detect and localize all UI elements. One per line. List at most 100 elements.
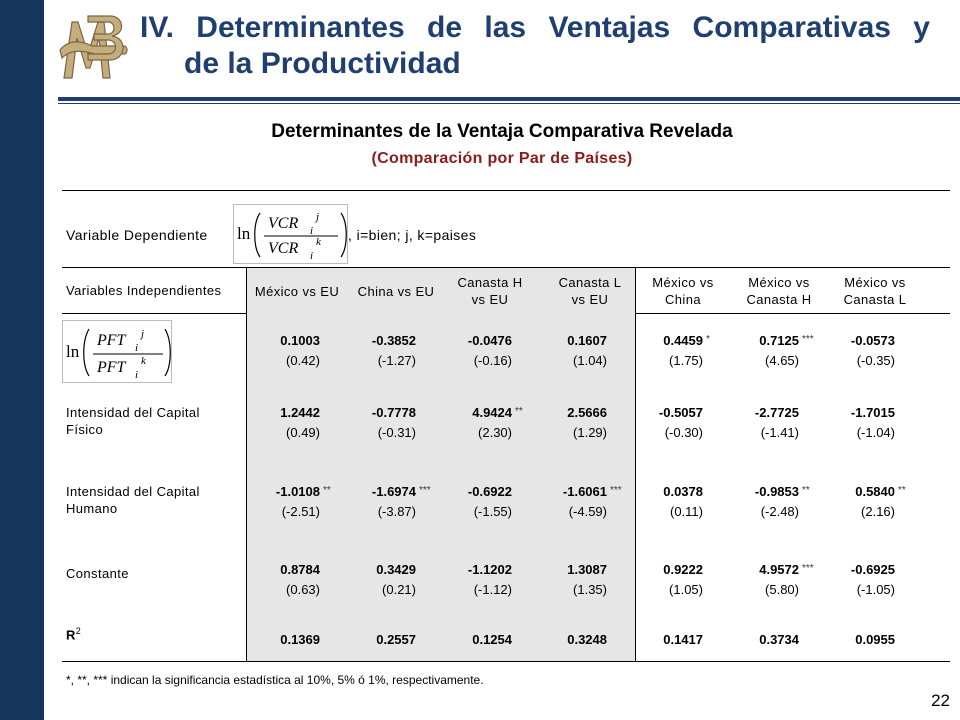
t-statistic-cell: (1.35) bbox=[573, 582, 607, 597]
t-statistic-cell: (-1.05) bbox=[856, 582, 895, 597]
coefficient-cell: 0.5840 bbox=[855, 484, 895, 499]
significance-stars: ** bbox=[323, 485, 331, 496]
vcr-num-sub: i bbox=[310, 225, 313, 237]
page-number: 22 bbox=[931, 691, 950, 710]
vcr-num-sup: j bbox=[314, 211, 319, 223]
column-divider-left bbox=[246, 268, 247, 661]
column-header-line1: Canasta H bbox=[457, 275, 523, 290]
t-statistic-cell: (-1.41) bbox=[760, 425, 799, 440]
pft-den-sup: k bbox=[141, 355, 147, 367]
significance-stars: *** bbox=[802, 334, 814, 345]
coefficient-cell: 4.9572 bbox=[759, 562, 799, 577]
t-statistic-cell: (-3.87) bbox=[377, 504, 416, 519]
t-statistic-cell: (-1.04) bbox=[856, 425, 895, 440]
row-label-capital-humano-1: Intensidad del Capital bbox=[66, 484, 200, 499]
row-label-constante: Constante bbox=[66, 566, 129, 581]
column-header-2: China vs EU bbox=[341, 283, 451, 300]
r2-superscript: 2 bbox=[75, 626, 82, 636]
pft-formula: ln PFT j i PFT k i bbox=[62, 320, 172, 383]
r2-cell: 0.3248 bbox=[567, 632, 607, 647]
t-statistic-cell: (0.49) bbox=[286, 425, 320, 440]
r2-cell: 0.2557 bbox=[376, 632, 416, 647]
t-statistic-cell: (-0.35) bbox=[856, 353, 895, 368]
coefficient-cell: 0.9222 bbox=[663, 562, 703, 577]
coefficient-cell: -0.7778 bbox=[371, 405, 416, 420]
coefficient-cell: -0.9853 bbox=[754, 484, 799, 499]
coefficient-cell: -0.0573 bbox=[850, 333, 895, 348]
pft-num-sup: j bbox=[139, 328, 144, 340]
t-statistic-cell: (1.29) bbox=[573, 425, 607, 440]
significance-stars: * bbox=[706, 334, 710, 345]
column-header-line2: China bbox=[665, 292, 701, 307]
coefficient-cell: -0.3852 bbox=[371, 333, 416, 348]
table-top-rule bbox=[62, 190, 950, 191]
pft-ln: ln bbox=[66, 342, 80, 361]
pft-num-sub: i bbox=[135, 342, 138, 354]
coefficient-cell: 0.7125 bbox=[759, 333, 799, 348]
t-statistic-cell: (2.30) bbox=[478, 425, 512, 440]
t-statistic-cell: (-0.30) bbox=[664, 425, 703, 440]
footnote: *, **, *** indican la significancia esta… bbox=[66, 673, 484, 687]
coefficient-cell: -1.1202 bbox=[467, 562, 512, 577]
t-statistic-cell: (-2.48) bbox=[760, 504, 799, 519]
column-header-3: Canasta H vs EU bbox=[435, 274, 545, 308]
t-statistic-cell: (-1.27) bbox=[377, 353, 416, 368]
column-header-5: México vs China bbox=[628, 274, 738, 308]
column-header-line1: Canasta L bbox=[558, 275, 622, 290]
coefficient-cell: -1.7015 bbox=[850, 405, 895, 420]
independent-variables-label: Variables Independientes bbox=[66, 283, 222, 298]
column-header-line1: China vs EU bbox=[357, 284, 435, 299]
coefficient-cell: -1.6061 bbox=[562, 484, 607, 499]
coefficient-cell: 0.1607 bbox=[567, 333, 607, 348]
r2-cell: 0.0955 bbox=[855, 632, 895, 647]
pft-den: PFT bbox=[96, 359, 127, 376]
t-statistic-cell: (-0.16) bbox=[473, 353, 512, 368]
column-header-line1: México vs bbox=[748, 275, 810, 290]
title-rule-thin bbox=[58, 103, 960, 104]
t-statistic-cell: (4.65) bbox=[765, 353, 799, 368]
coefficient-cell: 0.8784 bbox=[280, 562, 320, 577]
t-statistic-cell: (2.16) bbox=[861, 504, 895, 519]
slide-title: IV. Determinantes de las Ventajas Compar… bbox=[140, 10, 930, 82]
significance-stars: ** bbox=[898, 485, 906, 496]
r2-cell: 0.1254 bbox=[472, 632, 512, 647]
vcr-formula: ln VCR j i VCR k i bbox=[233, 204, 348, 264]
table-bottom-rule bbox=[62, 661, 950, 662]
dependent-row-rule bbox=[62, 267, 950, 268]
coefficient-cell: 0.1003 bbox=[280, 333, 320, 348]
coefficient-cell: 0.4459 bbox=[663, 333, 703, 348]
row-label-capital-fisico-1: Intensidad del Capital bbox=[66, 405, 200, 420]
table-subtitle: (Comparación por Par de Países) bbox=[371, 150, 633, 167]
t-statistic-cell: (1.04) bbox=[573, 353, 607, 368]
column-header-line1: México vs EU bbox=[254, 284, 340, 299]
t-statistic-cell: (-0.31) bbox=[377, 425, 416, 440]
column-header-6: México vs Canasta H bbox=[724, 274, 834, 308]
banco-de-mexico-monogram-icon bbox=[59, 15, 128, 79]
significance-stars: *** bbox=[419, 485, 431, 496]
t-statistic-cell: (0.21) bbox=[382, 582, 416, 597]
significance-stars: ** bbox=[515, 406, 523, 417]
column-header-1: México vs EU bbox=[242, 283, 352, 300]
t-statistic-cell: (5.80) bbox=[765, 582, 799, 597]
column-header-line2: vs EU bbox=[571, 292, 609, 307]
vcr-den-sub: i bbox=[310, 250, 313, 262]
t-statistic-cell: (-2.51) bbox=[281, 504, 320, 519]
t-statistic-cell: (1.05) bbox=[669, 582, 703, 597]
column-header-line2: Canasta L bbox=[843, 292, 907, 307]
row-label-capital-fisico-2: Físico bbox=[66, 422, 104, 437]
coefficient-cell: -0.0476 bbox=[467, 333, 512, 348]
dependent-variable-label: Variable Dependiente bbox=[66, 227, 208, 243]
dependent-variable-note: , i=bien; j, k=paises bbox=[348, 227, 477, 243]
pft-den-sub: i bbox=[135, 369, 138, 381]
t-statistic-cell: (0.63) bbox=[286, 582, 320, 597]
coefficient-cell: 1.2442 bbox=[280, 405, 320, 420]
left-sidebar-bar bbox=[0, 0, 44, 720]
significance-stars: ** bbox=[802, 485, 810, 496]
t-statistic-cell: (-1.55) bbox=[473, 504, 512, 519]
coefficient-cell: -1.6974 bbox=[371, 484, 416, 499]
coefficient-cell: 0.0378 bbox=[663, 484, 703, 499]
r2-cell: 0.1417 bbox=[663, 632, 703, 647]
vcr-ln: ln bbox=[237, 224, 251, 243]
coefficient-cell: -0.6922 bbox=[467, 484, 512, 499]
pft-num: PFT bbox=[96, 332, 127, 349]
